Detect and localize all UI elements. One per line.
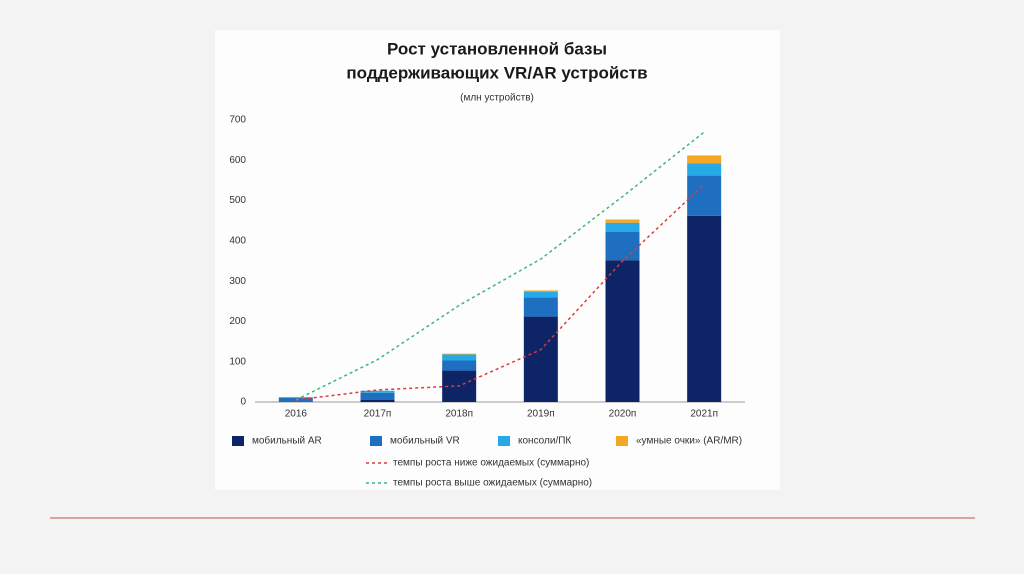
legend-swatch <box>370 436 382 446</box>
chart-title: Рост установленной базы <box>387 39 607 58</box>
x-tick-label: 2020п <box>609 409 637 420</box>
legend-label: темпы роста ниже ожидаемых (суммарно) <box>393 458 589 469</box>
bar-segment <box>523 291 558 298</box>
legend-swatch <box>498 436 510 446</box>
y-tick-label: 500 <box>229 195 246 206</box>
y-tick-label: 0 <box>240 397 246 408</box>
legend-swatch <box>232 436 244 446</box>
y-tick-label: 600 <box>229 155 246 166</box>
x-tick-label: 2017п <box>364 409 392 420</box>
legend-label: темпы роста выше ожидаемых (суммарно) <box>393 478 592 489</box>
y-tick-label: 100 <box>229 356 246 367</box>
y-tick-label: 400 <box>229 235 246 246</box>
legend-label: мобильный VR <box>390 435 460 447</box>
bar-segment <box>360 390 395 393</box>
bar-segment <box>442 354 477 361</box>
trend-line <box>295 131 705 401</box>
bar-segment <box>278 397 313 398</box>
trend-line <box>295 183 705 401</box>
chart-title: поддерживающих VR/AR устройств <box>346 63 647 82</box>
bar-segment <box>605 260 640 402</box>
bar-segment <box>442 353 477 355</box>
x-tick-label: 2021п <box>690 409 718 420</box>
bar-segment <box>687 215 722 402</box>
bar-segment <box>605 219 640 223</box>
legend-label: «умные очки» (AR/MR) <box>636 436 742 447</box>
bar-segment <box>605 222 640 232</box>
chart-panel <box>215 30 780 490</box>
y-tick-label: 700 <box>229 115 246 126</box>
bar-segment <box>687 155 722 164</box>
y-tick-label: 300 <box>229 276 246 287</box>
x-tick-label: 2018п <box>445 409 473 420</box>
bar-segment <box>687 163 722 176</box>
bar-segment <box>605 231 640 261</box>
bar-segment <box>442 360 477 371</box>
bar-segment <box>523 290 558 292</box>
bar-segment <box>523 297 558 317</box>
legend-label: мобильный AR <box>252 435 322 447</box>
chart-subtitle: (млн устройств) <box>460 93 534 104</box>
bar-segment <box>523 316 558 402</box>
bar-segment <box>360 399 395 402</box>
y-tick-label: 200 <box>229 316 246 327</box>
bar-segment <box>360 392 395 400</box>
x-tick-label: 2019п <box>527 409 555 420</box>
legend-swatch <box>616 436 628 446</box>
legend-label: консоли/ПК <box>518 436 571 447</box>
x-tick-label: 2016 <box>285 409 308 420</box>
